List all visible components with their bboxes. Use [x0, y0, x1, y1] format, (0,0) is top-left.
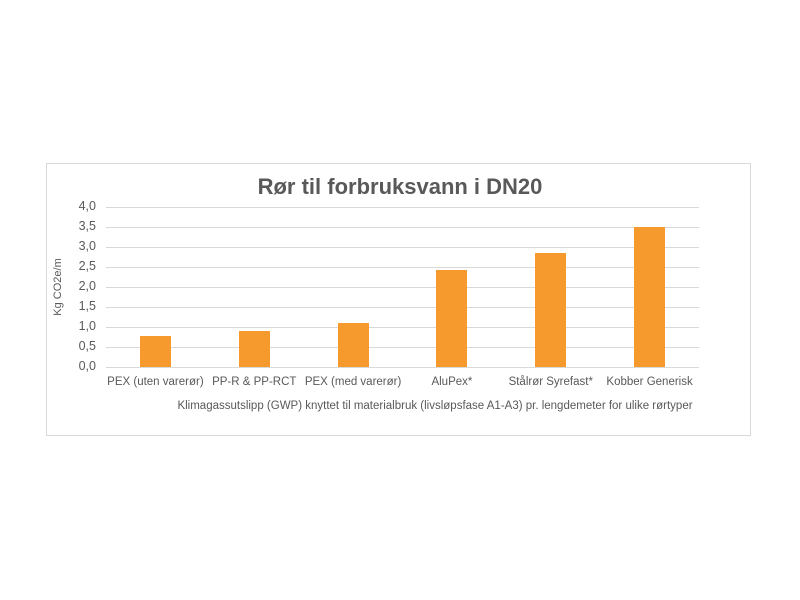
x-tick-label: AluPex* [431, 376, 473, 388]
chart-title: Rør til forbruksvann i DN20 [257, 174, 543, 199]
y-tick-label: 1,5 [78, 299, 96, 313]
chart-frame [46, 163, 751, 436]
bar [238, 330, 270, 367]
gridline [106, 367, 699, 368]
bar [337, 322, 369, 367]
x-tick-label: PEX (uten varerør) [107, 376, 204, 388]
y-tick-label: 3,0 [78, 239, 96, 253]
y-tick-label: 0,5 [78, 339, 96, 353]
x-tick-label: PP-R & PP-RCT [212, 376, 297, 388]
gridline [106, 207, 699, 208]
bar [634, 227, 666, 367]
gridline [106, 327, 699, 328]
y-tick-label: 2,0 [78, 279, 96, 293]
bar [436, 270, 468, 367]
gridline [106, 247, 699, 248]
y-tick-label: 1,0 [78, 319, 96, 333]
gridline [106, 227, 699, 228]
gridline [106, 347, 699, 348]
y-tick-label: 2,5 [78, 259, 96, 273]
y-axis-label: Kg CO2e/m [52, 258, 64, 316]
x-tick-label: Kobber Generisk [606, 376, 693, 388]
y-tick-label: 3,5 [78, 219, 96, 233]
gridline [106, 307, 699, 308]
gridline [106, 267, 699, 268]
y-tick-label: 0,0 [78, 359, 96, 373]
plot-area [106, 207, 699, 368]
y-tick-label: 4,0 [78, 199, 96, 213]
x-axis-label: Klimagassutslipp (GWP) knyttet til mater… [177, 400, 693, 412]
gridline [106, 287, 699, 288]
bar [139, 336, 171, 367]
bar [535, 252, 567, 367]
x-tick-label: Stålrør Syrefast* [508, 376, 593, 388]
x-tick-label: PEX (med varerør) [304, 376, 402, 388]
